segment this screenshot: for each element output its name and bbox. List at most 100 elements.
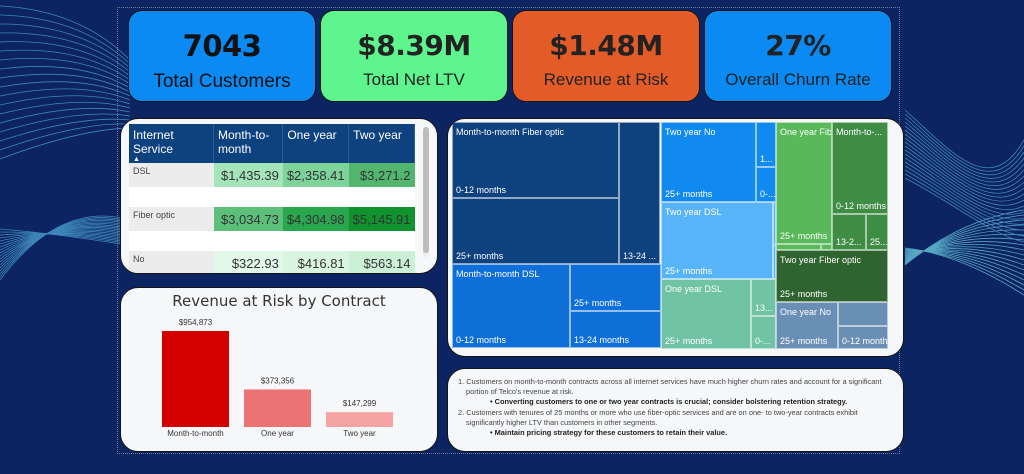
column-header-month-to-month[interactable]: Month-to-month xyxy=(213,124,284,163)
treemap-tile-label: 25+ months xyxy=(780,289,828,299)
treemap-group-label: Two year DSL xyxy=(665,207,722,217)
treemap-tile[interactable] xyxy=(821,244,832,250)
x-tick-label: Month-to-month xyxy=(167,429,223,438)
kpi-card-revenue-at-risk[interactable]: $1.48M Revenue at Risk xyxy=(512,10,700,102)
kpi-card-total-net-ltv[interactable]: $8.39M Total Net LTV xyxy=(320,10,508,102)
treemap-tile-label: 25+ months xyxy=(780,231,828,241)
treemap-tile[interactable]: 13-2... xyxy=(832,214,866,250)
sort-ascending-icon[interactable]: ▲ xyxy=(133,156,140,163)
treemap-tile[interactable]: One year DSL 25+ months xyxy=(661,279,751,349)
treemap-group-label: Two year Fiber optic xyxy=(780,255,862,265)
treemap-tile-label: 25+ months xyxy=(665,189,713,199)
treemap-tile-label: 0-... xyxy=(760,189,776,199)
treemap-group-label: Month-to-month Fiber optic xyxy=(456,127,565,137)
matrix-cell: $563.14 xyxy=(348,251,415,273)
insight-recommendation: • Maintain pricing strategy for these cu… xyxy=(490,428,728,438)
column-header-two-year[interactable]: Two year xyxy=(348,124,415,163)
treemap-tile-label: 25+ months xyxy=(574,298,622,308)
data-label: $147,299 xyxy=(343,399,377,408)
treemap-tile[interactable] xyxy=(773,202,776,245)
kpi-value: $8.39M xyxy=(357,29,471,62)
matrix-cell: $5,145.91 xyxy=(348,207,415,231)
kpi-label: Overall Churn Rate xyxy=(725,70,871,89)
treemap-tile-label: 13-24 ... xyxy=(623,251,657,261)
treemap-tile-label: 0-12 months xyxy=(836,201,887,211)
treemap-tile[interactable]: 25+ months xyxy=(570,264,661,311)
treemap-tile-label: 25+ months xyxy=(665,266,713,276)
treemap-tile-label: 0-12 months xyxy=(456,335,507,345)
kpi-label: Total Customers xyxy=(153,71,291,92)
contract-service-tenure-treemap: Month-to-month Fiber optic 0-12 months 25+… xyxy=(452,122,893,351)
row-label: Fiber optic xyxy=(129,207,214,231)
treemap-tile[interactable]: Two year DSL 25+ months xyxy=(661,202,773,279)
treemap-tile-label: 25... xyxy=(870,237,888,247)
treemap-tile[interactable]: 13-24 months xyxy=(570,311,661,348)
treemap-tile[interactable]: 0-... xyxy=(756,167,776,202)
matrix-cell: $2,358.41 xyxy=(282,163,349,187)
treemap-group-label: Two year No xyxy=(665,127,716,137)
data-label: $373,356 xyxy=(261,376,295,385)
treemap-tile[interactable] xyxy=(838,302,888,326)
treemap-group-label: Month-to-month DSL xyxy=(456,269,540,279)
kpi-value: 7043 xyxy=(182,29,262,63)
bar-chart: $954,873 Month-to-month $373,356 One year $1… xyxy=(162,318,393,438)
kpi-value: 27% xyxy=(765,29,831,62)
treemap-tile-label: 0-12 months xyxy=(842,336,888,346)
treemap-tile-label: 1... xyxy=(760,154,773,164)
vertical-scrollbar-thumb[interactable] xyxy=(423,127,429,253)
treemap-tile-label: 13-2... xyxy=(836,237,862,247)
treemap-tile[interactable] xyxy=(776,244,821,250)
kpi-value: $1.48M xyxy=(549,29,663,62)
treemap-group-label: One year DSL xyxy=(665,284,723,294)
kpi-card-total-customers[interactable]: 7043 Total Customers xyxy=(128,10,316,102)
row-label: No xyxy=(129,251,214,273)
matrix-cell: $1,435.39 xyxy=(213,163,283,187)
treemap-tile-label: 13... xyxy=(755,303,773,313)
treemap-tile-label: 0-... xyxy=(755,336,771,346)
matrix-cell: $322.93 xyxy=(213,251,283,273)
column-header-internet-service[interactable]: Internet Service ▲ xyxy=(129,124,214,163)
treemap-tile[interactable]: Two year Fiber optic 25+ months xyxy=(776,250,888,302)
insights-list: 1. Customers on month-to-month contracts… xyxy=(458,377,893,438)
treemap-group-label: One year Fib... xyxy=(780,127,832,137)
treemap-tile[interactable]: 13-24 ... xyxy=(619,122,660,264)
table-row: DSL $1,435.39 $2,358.41 $3,271.2 xyxy=(129,163,415,187)
treemap-tile[interactable]: 25+ months xyxy=(452,198,619,264)
treemap-tile[interactable]: One year No 25+ months xyxy=(776,302,838,349)
ltv-matrix-table: Internet Service ▲ Month-to-month One ye… xyxy=(129,124,415,273)
kpi-card-overall-churn-rate[interactable]: 27% Overall Churn Rate xyxy=(704,10,892,102)
treemap-group-label: One year No xyxy=(780,307,832,317)
table-row: No $322.93 $416.81 $563.14 xyxy=(129,251,415,273)
x-tick-label: Two year xyxy=(343,429,376,438)
treemap-tile-label: 25+ months xyxy=(780,336,828,346)
x-tick-label: One year xyxy=(261,429,294,438)
treemap-tile-label: 25+ months xyxy=(456,251,504,261)
insight-recommendation: • Converting customers to one or two yea… xyxy=(490,397,848,407)
matrix-cell: $3,034.73 xyxy=(213,207,283,231)
matrix-header-row: Internet Service ▲ Month-to-month One ye… xyxy=(129,124,415,163)
treemap-tile-label: 0-12 months xyxy=(456,185,507,195)
bar-two-year[interactable] xyxy=(326,412,393,427)
column-header-one-year[interactable]: One year xyxy=(282,124,350,163)
treemap-tile-label: 25+ months xyxy=(665,336,713,346)
treemap-tile[interactable]: 0-... xyxy=(751,316,776,349)
treemap-tile[interactable]: Month-to-month DSL 0-12 months xyxy=(452,264,570,348)
ltv-matrix-card: Internet Service ▲ Month-to-month One ye… xyxy=(120,118,438,274)
treemap-tile[interactable]: Month-to-month Fiber optic 0-12 months xyxy=(452,122,619,198)
matrix-cell: $416.81 xyxy=(282,251,349,273)
kpi-label: Total Net LTV xyxy=(363,70,465,89)
treemap-group-label: Month-to-... xyxy=(836,127,883,137)
treemap-tile[interactable]: One year Fib... 25+ months xyxy=(776,122,832,244)
matrix-cell: $4,304.98 xyxy=(282,207,349,231)
treemap-tile[interactable]: 1... xyxy=(756,122,776,167)
treemap-tile[interactable]: 13... xyxy=(751,279,776,316)
treemap-tile[interactable]: Month-to-... 0-12 months xyxy=(832,122,888,214)
treemap-card: Month-to-month Fiber optic 0-12 months 25+… xyxy=(447,118,904,357)
treemap-tile[interactable] xyxy=(773,245,776,279)
treemap-tile[interactable]: 0-12 months xyxy=(838,326,888,349)
insight-item: 1. Customers on month-to-month contracts… xyxy=(458,377,882,397)
treemap-tile[interactable]: 25... xyxy=(866,214,888,250)
bar-one-year[interactable] xyxy=(244,389,311,427)
bar-month-to-month[interactable] xyxy=(162,331,229,427)
treemap-tile[interactable]: Two year No 25+ months xyxy=(661,122,756,202)
